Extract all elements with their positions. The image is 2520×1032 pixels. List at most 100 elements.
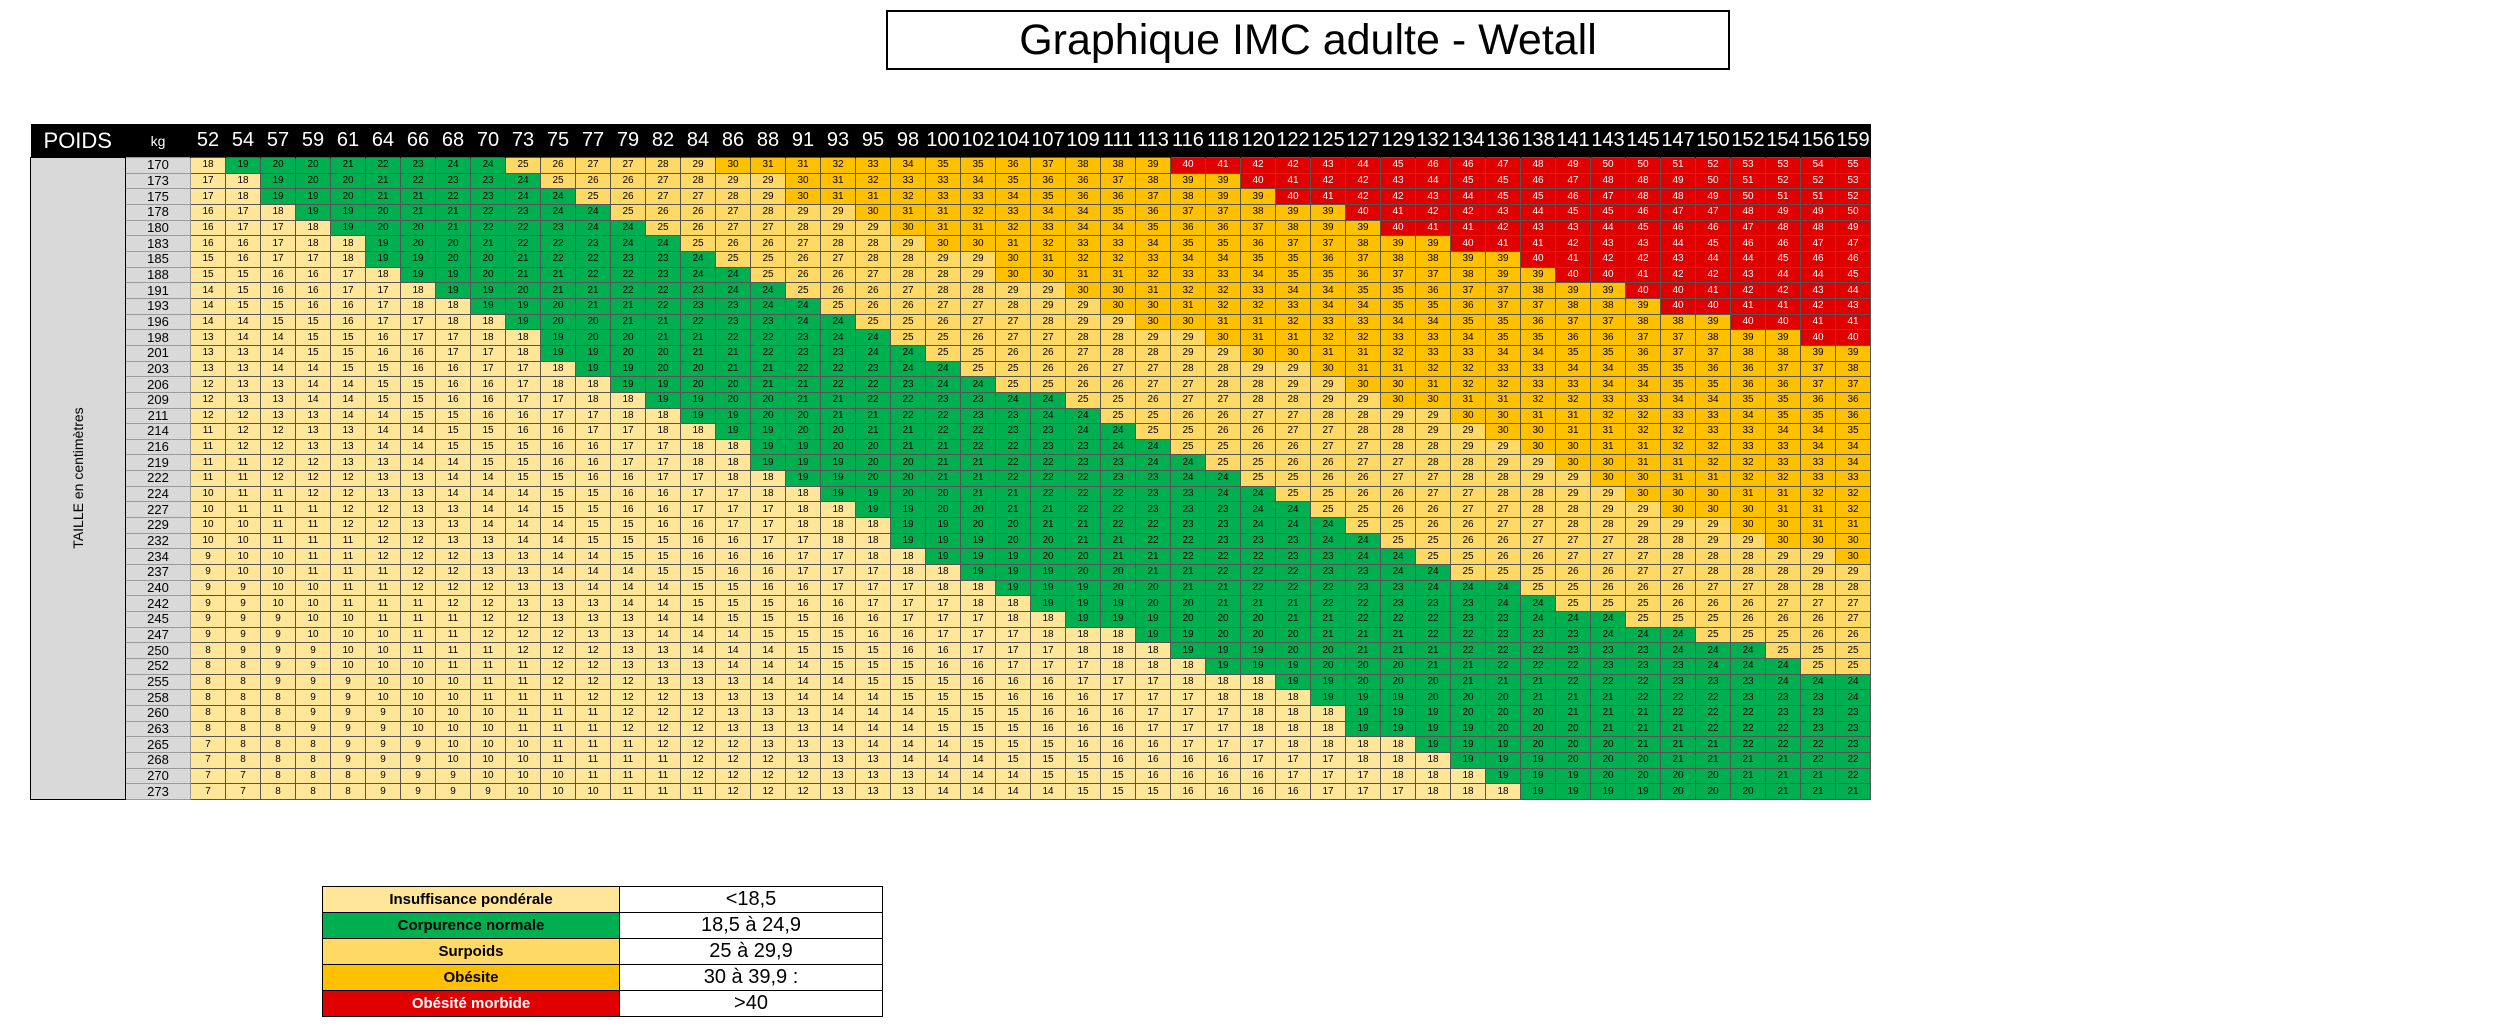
bmi-cell: 17: [960, 611, 996, 628]
bmi-cell: 15: [960, 736, 996, 753]
bmi-cell: 17: [750, 532, 786, 550]
bmi-cell: 38: [1100, 157, 1136, 174]
bmi-cell: 26: [1030, 360, 1066, 378]
bmi-cell: 19: [1485, 751, 1521, 769]
bmi-cell: 22: [785, 360, 821, 378]
bmi-cell: 11: [610, 783, 646, 800]
bmi-cell: 42: [1590, 250, 1626, 268]
bmi-cell: 20: [680, 376, 716, 393]
bmi-cell: 17: [1065, 658, 1101, 675]
height-cell: 173: [125, 172, 191, 190]
bmi-cell: 26: [1310, 470, 1346, 487]
bmi-cell: 40: [1800, 329, 1836, 346]
bmi-cell: 11: [225, 454, 261, 472]
bmi-cell: 48: [1625, 188, 1661, 205]
height-cell: 222: [125, 470, 191, 487]
bmi-cell: 32: [1590, 407, 1626, 425]
bmi-cell: 13: [680, 658, 716, 675]
bmi-cell: 17: [1135, 673, 1171, 691]
bmi-cell: 14: [645, 579, 681, 597]
bmi-cell: 22: [1555, 673, 1591, 691]
bmi-cell: 11: [330, 595, 366, 613]
bmi-cell: 20: [435, 250, 471, 268]
bmi-cell: 28: [680, 172, 716, 190]
bmi-cell: 21: [575, 282, 611, 299]
bmi-cell: 52: [1695, 157, 1731, 174]
bmi-cell: 14: [715, 626, 751, 644]
bmi-cell: 20: [1485, 720, 1521, 738]
bmi-cell: 19: [435, 282, 471, 299]
bmi-cell: 17: [540, 407, 576, 425]
bmi-cell: 24: [1170, 454, 1206, 472]
bmi-cell: 20: [435, 235, 471, 252]
bmi-cell: 12: [680, 736, 716, 753]
bmi-cell: 10: [330, 642, 366, 659]
bmi-cell: 23: [1730, 673, 1766, 691]
bmi-cell: 18: [295, 219, 331, 237]
bmi-cell: 32: [995, 219, 1031, 237]
bmi-cell: 37: [1590, 313, 1626, 331]
bmi-cell: 9: [365, 751, 401, 769]
bmi-cell: 9: [435, 783, 471, 800]
bmi-cell: 15: [505, 438, 541, 456]
bmi-cell: 18: [1345, 736, 1381, 753]
bmi-cell: 12: [260, 423, 296, 440]
bmi-cell: 13: [575, 595, 611, 613]
bmi-cell: 32: [1240, 297, 1276, 315]
bmi-cell: 27: [610, 157, 646, 174]
bmi-cell: 20: [1625, 767, 1661, 785]
bmi-cell: 27: [645, 188, 681, 205]
bmi-cell: 19: [855, 501, 891, 519]
bmi-cell: 14: [995, 783, 1031, 800]
bmi-cell: 37: [1835, 376, 1871, 393]
bmi-cell: 9: [190, 564, 226, 581]
bmi-cell: 34: [1240, 266, 1276, 284]
table-row: 273 7 7 8 8 8 9 9 9 9 10 10 10 11 11 11 12 12 12 13 13 13 14 14…: [31, 783, 1871, 800]
weight-header-cell: 57: [260, 124, 296, 158]
bmi-cell: 34: [1450, 329, 1486, 346]
bmi-cell: 9: [190, 595, 226, 613]
bmi-cell: 41: [1555, 250, 1591, 268]
bmi-cell: 17: [715, 501, 751, 519]
bmi-cell: 11: [540, 751, 576, 769]
bmi-cell: 29: [1065, 297, 1101, 315]
bmi-cell: 35: [1695, 376, 1731, 393]
weight-header-cell: 109: [1065, 124, 1101, 158]
bmi-cell: 11: [190, 423, 226, 440]
bmi-cell: 14: [365, 423, 401, 440]
bmi-cell: 34: [1170, 250, 1206, 268]
bmi-cell: 10: [575, 783, 611, 800]
bmi-cell: 35: [1170, 235, 1206, 252]
bmi-cell: 26: [820, 282, 856, 299]
bmi-cell: 40: [1660, 282, 1696, 299]
bmi-cell: 17: [1240, 736, 1276, 753]
bmi-cell: 35: [1030, 188, 1066, 205]
bmi-cell: 23: [1100, 454, 1136, 472]
bmi-cell: 30: [1135, 297, 1171, 315]
bmi-cell: 28: [1030, 313, 1066, 331]
bmi-cell: 51: [1765, 188, 1801, 205]
bmi-cell: 18: [820, 532, 856, 550]
bmi-cell: 36: [1415, 282, 1451, 299]
bmi-cell: 17: [995, 658, 1031, 675]
bmi-cell: 13: [820, 736, 856, 753]
bmi-cell: 13: [365, 454, 401, 472]
bmi-cell: 32: [1450, 360, 1486, 378]
bmi-cell: 16: [1065, 689, 1101, 706]
bmi-cell: 29: [1310, 376, 1346, 393]
bmi-cell: 15: [1100, 767, 1136, 785]
bmi-cell: 32: [1730, 454, 1766, 472]
bmi-cell: 27: [1520, 517, 1556, 534]
bmi-cell: 27: [1555, 532, 1591, 550]
bmi-cell: 25: [960, 360, 996, 378]
bmi-cell: 21: [365, 172, 401, 190]
bmi-cell: 25: [1345, 517, 1381, 534]
bmi-cell: 22: [610, 266, 646, 284]
bmi-cell: 18: [225, 172, 261, 190]
bmi-cell: 34: [1310, 282, 1346, 299]
bmi-cell: 28: [1555, 501, 1591, 519]
bmi-cell: 44: [1695, 250, 1731, 268]
bmi-cell: 14: [470, 470, 506, 487]
bmi-cell: 10: [225, 532, 261, 550]
bmi-cell: 23: [1310, 548, 1346, 566]
